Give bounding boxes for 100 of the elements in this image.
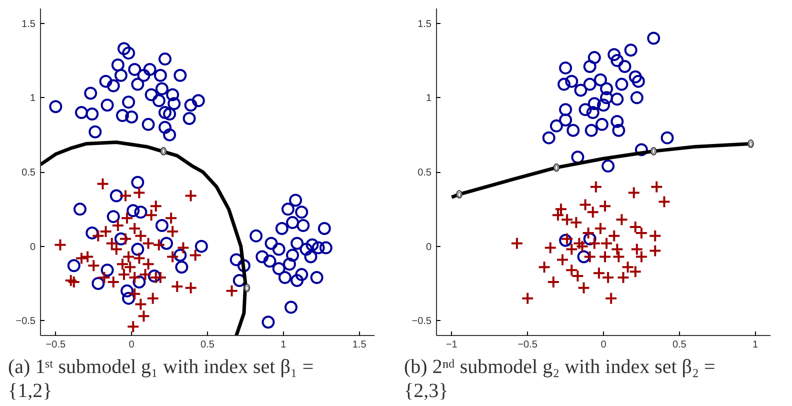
point <box>598 200 612 213</box>
point <box>556 253 570 266</box>
x-tick-label: 1.5 <box>352 340 367 350</box>
point <box>98 271 111 284</box>
point <box>628 220 642 234</box>
text: (b) 2ⁿᵈ submodel g₂ with index set β₂ = {2,3} <box>404 355 716 403</box>
point <box>586 106 600 120</box>
point <box>610 54 624 68</box>
point <box>166 224 180 238</box>
point <box>615 213 628 226</box>
point <box>578 103 592 116</box>
point <box>225 284 238 298</box>
point <box>576 240 589 253</box>
point <box>615 78 628 91</box>
y-tick-label: −0.5 <box>412 316 432 328</box>
point <box>119 232 132 246</box>
point <box>616 271 630 284</box>
y-tick-label: 1.5 <box>22 18 36 30</box>
point <box>632 74 645 88</box>
point <box>586 206 600 219</box>
point <box>621 260 634 274</box>
point <box>566 124 580 137</box>
text: (a) 1ˢᵗ submodel g₁ with index set β₁ = {1,2} <box>8 355 315 403</box>
point <box>588 236 601 250</box>
point <box>87 259 100 272</box>
x-tick-label: 0 <box>600 340 607 350</box>
point <box>578 198 592 212</box>
point <box>610 92 624 106</box>
point <box>598 250 612 264</box>
point <box>630 91 644 104</box>
point <box>96 177 110 190</box>
point <box>574 84 588 97</box>
point <box>188 248 202 262</box>
point <box>546 275 560 288</box>
point <box>128 222 142 235</box>
point <box>582 226 595 240</box>
point <box>647 32 660 45</box>
point <box>604 292 618 305</box>
point <box>559 103 572 116</box>
point <box>583 60 596 73</box>
point <box>184 281 198 294</box>
point <box>660 131 674 144</box>
point <box>74 252 88 265</box>
point <box>134 229 148 242</box>
point <box>612 124 626 137</box>
point <box>634 226 648 240</box>
point <box>146 292 160 305</box>
point <box>558 78 571 91</box>
point <box>119 189 132 202</box>
point <box>602 160 615 173</box>
point <box>510 236 524 250</box>
x-tick-label: −1 <box>446 340 458 350</box>
point <box>600 91 614 104</box>
x-tick-label: 0.5 <box>200 340 215 350</box>
point <box>627 186 640 200</box>
point <box>152 238 166 252</box>
point <box>111 219 124 232</box>
x-tick-label: 1 <box>280 340 287 350</box>
point <box>628 70 642 84</box>
point <box>595 118 608 131</box>
point <box>126 320 140 334</box>
point <box>634 250 648 264</box>
point <box>577 250 590 264</box>
x-tick-label: 0.5 <box>672 340 687 350</box>
point <box>538 260 551 274</box>
point <box>583 250 596 264</box>
point <box>521 292 534 305</box>
y-tick-label: 0.5 <box>22 168 36 178</box>
point <box>594 222 607 235</box>
point <box>577 281 590 294</box>
point <box>550 119 563 132</box>
point <box>137 310 150 323</box>
point <box>134 298 148 311</box>
point <box>597 98 610 112</box>
point <box>583 232 596 246</box>
point <box>166 250 180 264</box>
point <box>588 97 601 110</box>
point <box>176 241 190 254</box>
point <box>559 61 572 74</box>
point <box>588 51 601 64</box>
point <box>106 275 120 288</box>
x-tick-label: 0 <box>128 340 135 350</box>
point <box>592 266 606 280</box>
point <box>610 114 624 128</box>
y-tick-label: 1 <box>30 93 36 104</box>
point <box>594 73 607 86</box>
x-tick-label: −0.5 <box>46 340 66 350</box>
point <box>67 275 80 288</box>
point <box>110 242 123 256</box>
point <box>565 264 578 277</box>
point <box>634 143 648 156</box>
point <box>618 60 632 73</box>
point <box>628 265 642 278</box>
point <box>142 258 155 271</box>
y-tick-label: 1 <box>426 93 432 104</box>
point <box>128 287 142 300</box>
y-tick-label: 0 <box>426 242 432 253</box>
point <box>658 195 671 208</box>
point <box>81 250 94 264</box>
y-tick-label: 1.5 <box>418 18 432 30</box>
